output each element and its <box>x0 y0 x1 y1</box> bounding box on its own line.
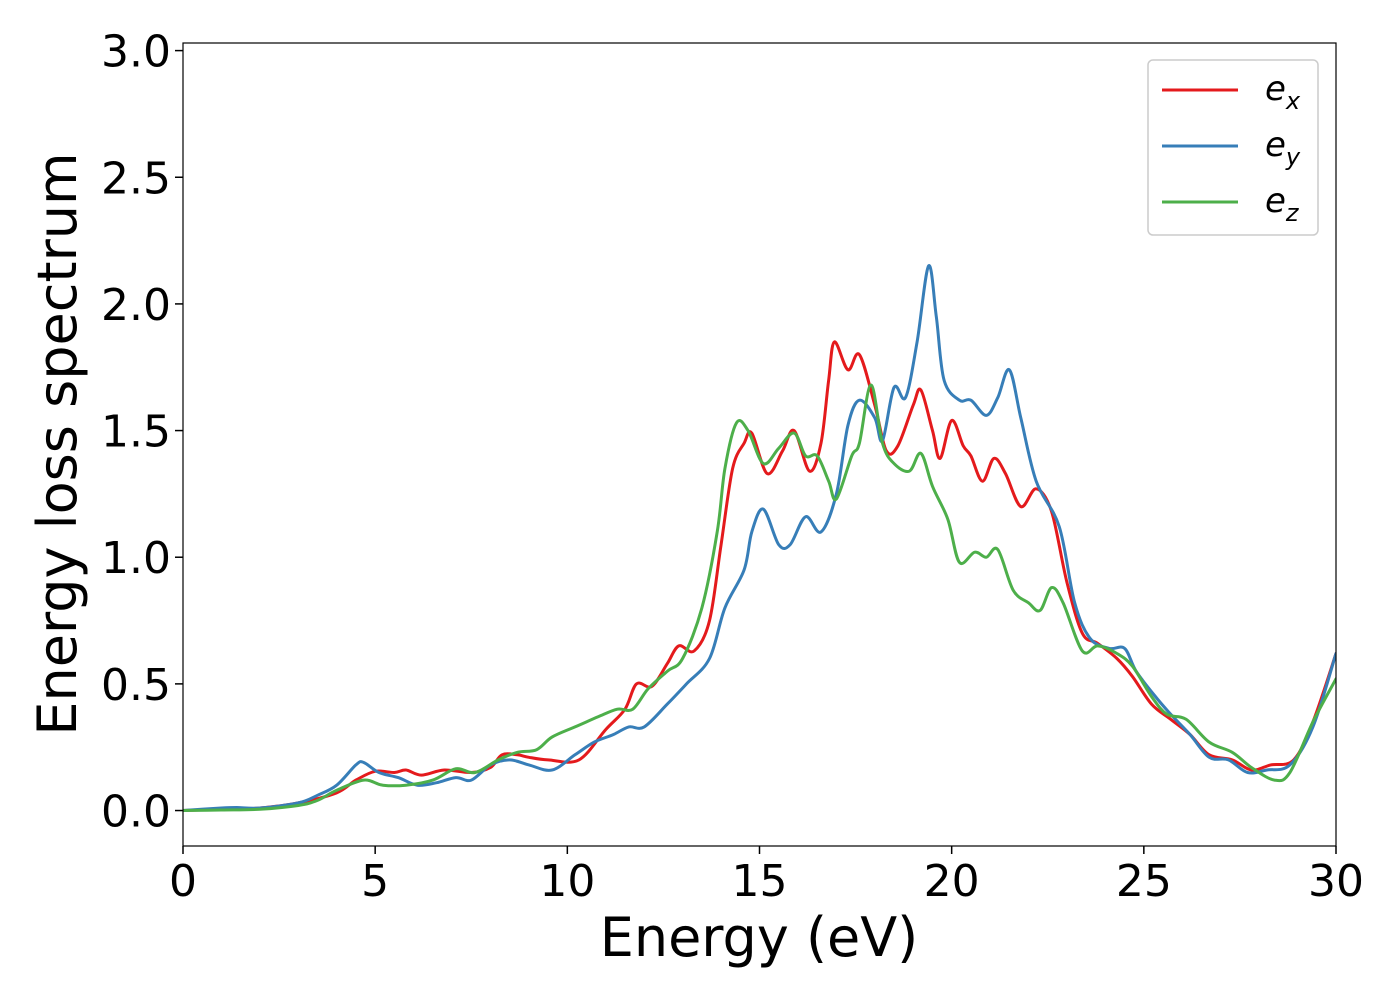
y-axis-title: Energy loss spectrum <box>26 152 89 735</box>
legend-label-x: ex <box>1265 69 1301 115</box>
series-layer <box>183 264 1336 812</box>
y-tick-label: 2.5 <box>101 153 171 204</box>
x-tick-label: 25 <box>1116 856 1172 907</box>
y-tick-label: 1.0 <box>101 533 171 584</box>
y-tick-label: 0.5 <box>101 660 171 711</box>
series-line-e-y <box>183 264 1336 812</box>
legend-label-subscript: x <box>1285 87 1301 115</box>
y-tick-label: 1.5 <box>101 407 171 458</box>
x-tick-label: 15 <box>732 856 788 907</box>
y-axis-ticks: 0.0 0.5 1.0 1.5 2.0 2.5 3.0 <box>101 27 183 838</box>
y-tick-label: 2.0 <box>101 280 171 331</box>
legend-label-base: e <box>1265 125 1286 165</box>
x-tick-label: 20 <box>924 856 980 907</box>
series-line-e-x <box>183 340 1336 812</box>
legend-label-y: ey <box>1265 125 1301 171</box>
legend-label-subscript: z <box>1285 199 1300 227</box>
y-tick-label: 0.0 <box>101 787 171 838</box>
x-tick-label: 5 <box>361 856 389 907</box>
x-tick-label: 30 <box>1308 856 1364 907</box>
legend-label-z: ez <box>1265 181 1300 227</box>
legend-label-base: e <box>1265 69 1286 109</box>
x-axis-ticks: 0 5 10 15 20 25 30 <box>169 846 1364 907</box>
x-axis-title: Energy (eV) <box>600 906 919 969</box>
series-line-e-z <box>183 383 1336 812</box>
x-tick-label: 0 <box>169 856 197 907</box>
x-tick-label: 10 <box>539 856 595 907</box>
legend-label-subscript: y <box>1285 143 1301 171</box>
y-tick-label: 3.0 <box>101 27 171 78</box>
legend-label-base: e <box>1265 181 1286 221</box>
